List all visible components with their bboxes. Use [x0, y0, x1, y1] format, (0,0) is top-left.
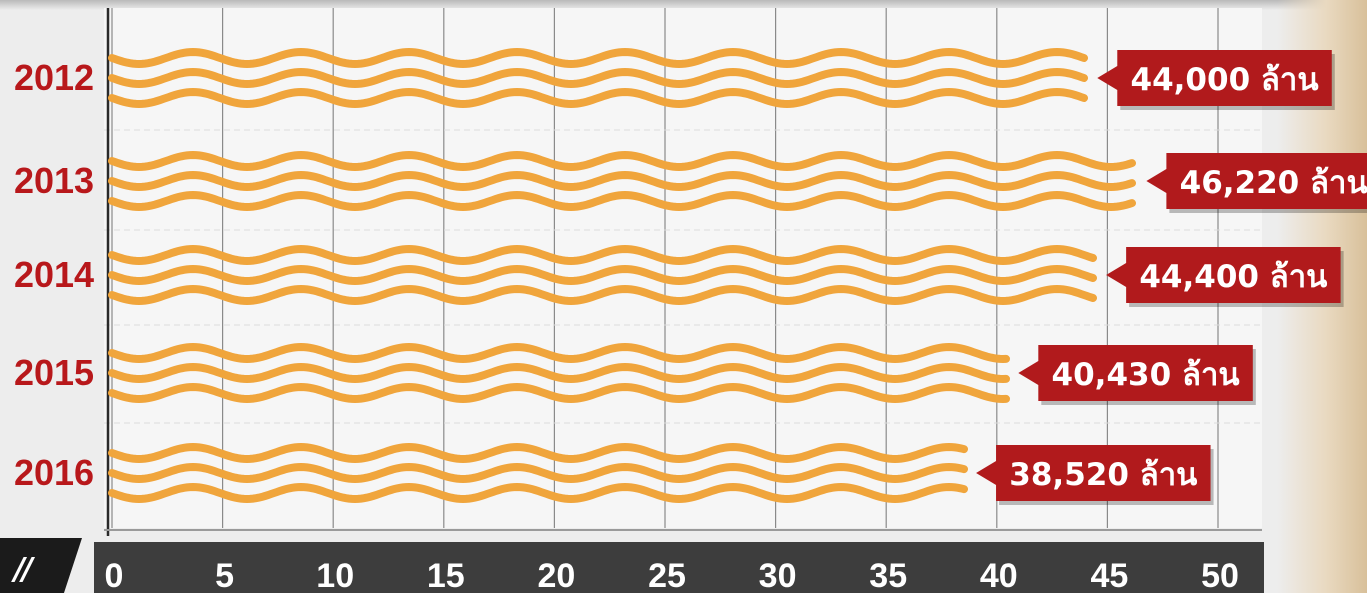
value-label: 44,400 ล้าน	[1139, 259, 1327, 295]
channel-logo-icon: //	[14, 552, 33, 587]
bar	[108, 244, 1097, 306]
value-label-badge: 40,430 ล้าน	[1018, 345, 1256, 405]
noodle-strand	[108, 170, 1136, 192]
noodle-strand	[108, 382, 1010, 404]
x-tick-label: 35	[869, 557, 907, 593]
noodle-strand	[108, 150, 1136, 172]
x-tick-label: 45	[1090, 557, 1128, 593]
value-label: 38,520 ล้าน	[1009, 457, 1197, 493]
category-label: 2012	[14, 57, 94, 98]
x-tick-label: 50	[1201, 557, 1239, 593]
category-label: 2013	[14, 160, 94, 201]
noodle-strand	[108, 87, 1088, 109]
value-label-badge: 44,000 ล้าน	[1097, 50, 1335, 110]
value-label-box	[976, 445, 1211, 501]
bar	[108, 442, 968, 504]
noodle-strand	[108, 67, 1088, 89]
bar	[108, 47, 1088, 109]
x-tick-label: 30	[759, 557, 797, 593]
noodle-strand	[108, 442, 968, 464]
x-tick-label: 20	[537, 557, 575, 593]
x-tick-label: 5	[215, 557, 234, 593]
value-label-box	[1018, 345, 1253, 401]
category-label: 2016	[14, 452, 94, 493]
top-shadow	[0, 0, 1367, 10]
value-label-badge: 44,400 ล้าน	[1106, 247, 1344, 307]
noodle-strand	[108, 244, 1097, 266]
noodle-strand	[108, 190, 1136, 212]
category-label: 2015	[14, 352, 94, 393]
bar	[108, 342, 1010, 404]
value-label-box	[1106, 247, 1341, 303]
x-tick-label: 25	[648, 557, 686, 593]
value-label-box	[1146, 153, 1367, 209]
x-tick-label: 10	[316, 557, 354, 593]
noodle-strand	[108, 462, 968, 484]
noodle-strand	[108, 482, 968, 504]
x-tick-label: 15	[427, 557, 465, 593]
category-label: 2014	[14, 254, 94, 295]
value-label-badge: 46,220 ล้าน	[1146, 153, 1367, 213]
value-label-box	[1097, 50, 1332, 106]
value-label: 46,220 ล้าน	[1180, 165, 1367, 201]
x-tick-label: 40	[980, 557, 1018, 593]
noodle-strand	[108, 47, 1088, 69]
value-label: 40,430 ล้าน	[1052, 357, 1240, 393]
noodle-strand	[108, 284, 1097, 306]
x-tick-label: 0	[105, 557, 124, 593]
noodle-strand	[108, 362, 1010, 384]
noodle-strand	[108, 342, 1010, 364]
value-label-badge: 38,520 ล้าน	[976, 445, 1214, 505]
noodle-strand	[108, 264, 1097, 286]
x-axis-band	[94, 542, 1264, 593]
value-label: 44,000 ล้าน	[1131, 62, 1319, 98]
bar	[108, 150, 1136, 212]
